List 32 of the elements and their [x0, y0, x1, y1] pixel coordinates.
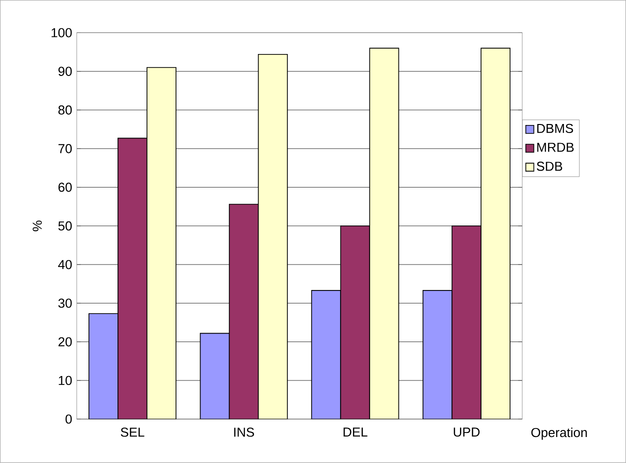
y-axis-title: %: [32, 220, 42, 232]
y-tick-label: 60: [58, 182, 72, 192]
bar: [229, 204, 258, 420]
x-tick-label: DEL: [344, 428, 368, 437]
x-tick-label: SEL: [120, 428, 144, 437]
y-tick-label: 90: [58, 66, 72, 76]
bar: [480, 48, 510, 420]
bar: [118, 138, 147, 420]
y-tick-label: 80: [58, 105, 72, 115]
bar: [312, 290, 341, 420]
x-tick-label: UPD: [454, 428, 480, 437]
bar: [258, 54, 288, 420]
x-tick-label: INS: [234, 428, 254, 437]
x-axis-title: Operation: [531, 428, 587, 440]
y-tick-label: 30: [58, 298, 72, 308]
y-tick-label: 10: [58, 376, 72, 386]
y-tick-label: 70: [58, 144, 72, 154]
bar: [452, 226, 482, 420]
bar: [200, 333, 230, 420]
bar: [88, 314, 118, 420]
legend-label: DBMS: [537, 124, 574, 134]
bar: [340, 226, 370, 420]
bar: [146, 68, 176, 420]
y-tick-label: 100: [52, 28, 72, 38]
y-tick-label: 20: [58, 337, 72, 346]
legend-label: SDB: [536, 162, 562, 171]
y-tick-label: 0: [66, 414, 72, 424]
y-tick-label: 50: [58, 221, 72, 231]
y-tick-label: 40: [58, 260, 72, 270]
legend-label: MRDB: [537, 142, 574, 152]
bar: [370, 48, 399, 420]
bar: [422, 290, 452, 420]
